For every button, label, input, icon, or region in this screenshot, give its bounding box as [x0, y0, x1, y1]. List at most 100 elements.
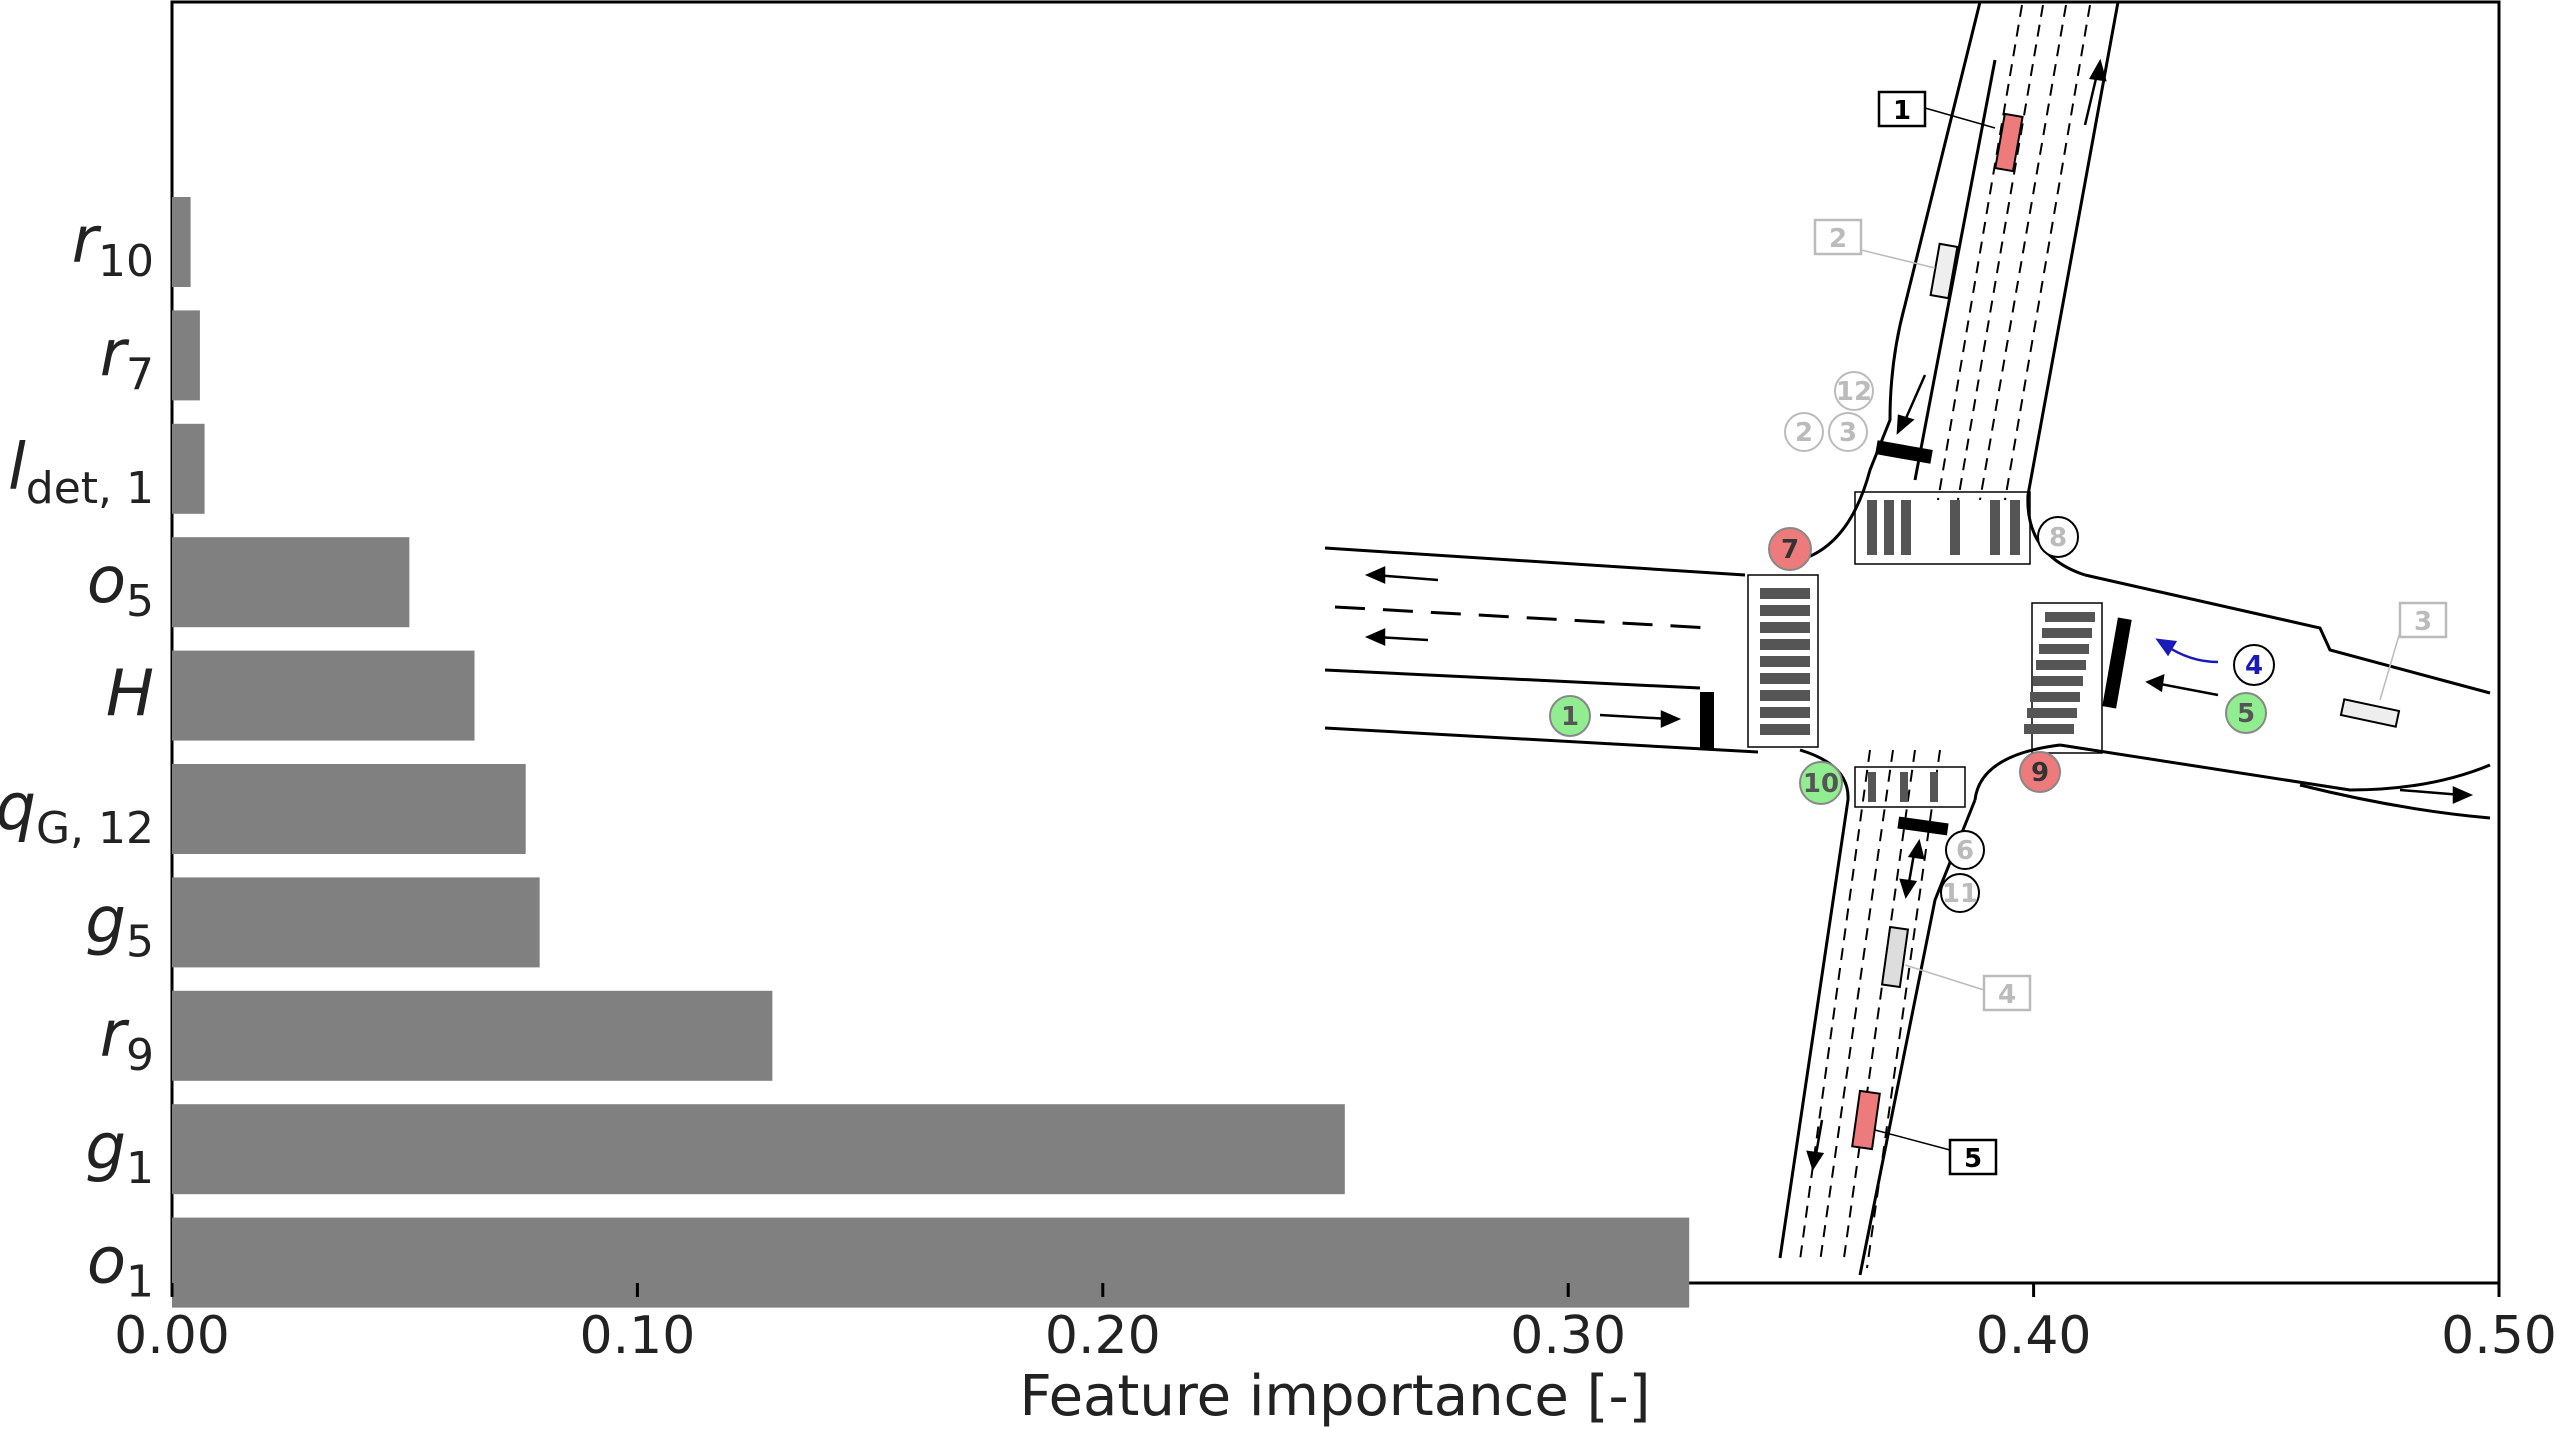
vehicle-gray-east [2339, 698, 2401, 728]
signal-12 [1834, 371, 1874, 411]
detector-boxes: 1 2 3 4 5 [1813, 90, 2448, 1176]
bar [172, 990, 773, 1081]
svg-text:10: 10 [1803, 769, 1839, 799]
vehicles [1851, 112, 2401, 1151]
y-tick-label: r10 [72, 204, 154, 287]
east-road-bottom-edge [1973, 743, 2491, 801]
y-tick-label: g5 [85, 884, 154, 967]
stop-lines [1700, 440, 2132, 836]
svg-text:12: 12 [1836, 377, 1872, 407]
svg-text:5: 5 [1964, 1144, 1982, 1174]
south-road-lane-4 [1866, 749, 1941, 1269]
x-ticks: 0.00 0.10 0.20 0.30 0.40 0.50 [114, 1283, 2557, 1366]
crosswalk-east-outline [2031, 602, 2103, 754]
svg-text:1: 1 [1561, 702, 1579, 732]
signal-2 [1784, 412, 1824, 452]
svg-text:6: 6 [1956, 836, 1974, 866]
south-road-lane-2 [1819, 749, 1894, 1263]
signal-11 [1940, 873, 1980, 913]
plot-frame [170, 0, 2501, 1285]
west-road-bottom-edge [1324, 726, 1759, 754]
svg-text:3: 3 [1839, 418, 1857, 448]
svg-text:4: 4 [2245, 651, 2263, 681]
y-tick-label: o5 [87, 544, 154, 627]
svg-text:8: 8 [2049, 523, 2067, 553]
y-tick-label: o1 [87, 1225, 154, 1308]
bar [172, 197, 191, 287]
south-road-left-edge [1778, 748, 1850, 1259]
svg-text:2: 2 [1829, 224, 1847, 254]
west-road-top-edge [1324, 546, 1746, 577]
north-road-lane-4 [2004, 4, 2091, 501]
bar [172, 1217, 1690, 1308]
detector-4-box [1982, 974, 2032, 1012]
south-road-lane-1 [1799, 749, 1871, 1261]
y-tick-label: r9 [100, 998, 154, 1081]
svg-text:2: 2 [1795, 418, 1813, 448]
north-road-lane-2 [1957, 4, 2044, 501]
north-road-lane-3 [1979, 4, 2067, 501]
x-tick-label: 0.10 [580, 1306, 696, 1366]
crosswalk-north-outline [1854, 491, 2031, 565]
signal-10 [1799, 761, 1843, 805]
x-tick-label: 0.20 [1045, 1306, 1161, 1366]
west-road-inner-line [1324, 668, 1701, 690]
signal-circles: 1 2 3 4 5 6 7 8 9 10 11 12 [1549, 371, 2275, 913]
x-tick-label: 0.00 [114, 1306, 230, 1366]
y-tick-label: r7 [100, 317, 154, 400]
vehicle-gray-north [1929, 242, 1959, 300]
east-road-right-edge [2299, 783, 2491, 820]
signal-4 [2233, 644, 2275, 686]
x-tick-label: 0.30 [1510, 1306, 1626, 1366]
east-road-top-edge [2084, 573, 2491, 695]
signal-7 [1768, 527, 1812, 571]
north-road-median [1913, 59, 1997, 481]
vehicle-red-south [1851, 1089, 1881, 1151]
bar [172, 1104, 1345, 1195]
detector-2-box [1813, 218, 1863, 256]
crosswalk-west-outline [1747, 574, 1819, 748]
y-tick-label: ldet, 1 [8, 431, 154, 514]
x-tick-label: 0.50 [2441, 1306, 2557, 1366]
svg-text:3: 3 [2414, 607, 2432, 637]
signal-3 [1828, 412, 1868, 452]
detector-3-box [2398, 601, 2448, 639]
y-tick-label: g1 [85, 1111, 154, 1194]
bar [172, 877, 540, 968]
signal-9 [2019, 751, 2061, 793]
svg-text:4: 4 [1998, 980, 2016, 1010]
x-tick-label: 0.40 [1976, 1306, 2092, 1366]
bar [172, 537, 410, 628]
signal-8 [2037, 516, 2079, 558]
intersection-diagram [1324, 1, 2491, 1276]
vehicle-red-north [1994, 112, 2024, 173]
lane-arrows [1364, 58, 2474, 1171]
south-road-lane-3 [1842, 749, 1916, 1266]
bar [172, 764, 526, 854]
vehicle-gray-south [1880, 925, 1910, 989]
y-tick-labels: r10 r7 ldet, 1 o5 HqG, 12 g5 r9 g1 o1 [0, 204, 154, 1308]
signal-6 [1945, 830, 1985, 870]
signal-1 [1549, 695, 1591, 737]
svg-text:7: 7 [1781, 535, 1799, 565]
crosswalk-stripes [1760, 500, 2095, 802]
signal-5 [2225, 692, 2267, 734]
north-road-lane-1 [1937, 4, 2023, 501]
x-axis-label: Feature importance [-] [1019, 1364, 1650, 1429]
svg-text:1: 1 [1893, 96, 1911, 126]
svg-text:9: 9 [2031, 758, 2049, 788]
blue-arrow [2155, 638, 2219, 664]
svg-text:11: 11 [1942, 879, 1978, 909]
svg-text:5: 5 [2237, 699, 2255, 729]
west-road-center-dash [1334, 605, 1711, 630]
y-tick-label: H [106, 658, 154, 732]
detector-1-box [1877, 90, 1927, 128]
bar [172, 650, 475, 741]
bar [172, 423, 205, 514]
y-tick-label: qG, 12 [0, 771, 154, 854]
south-road-right-edge [1858, 799, 1977, 1276]
bar [172, 310, 200, 401]
detector-5-box [1948, 1138, 1998, 1176]
bars-group [172, 197, 1690, 1308]
